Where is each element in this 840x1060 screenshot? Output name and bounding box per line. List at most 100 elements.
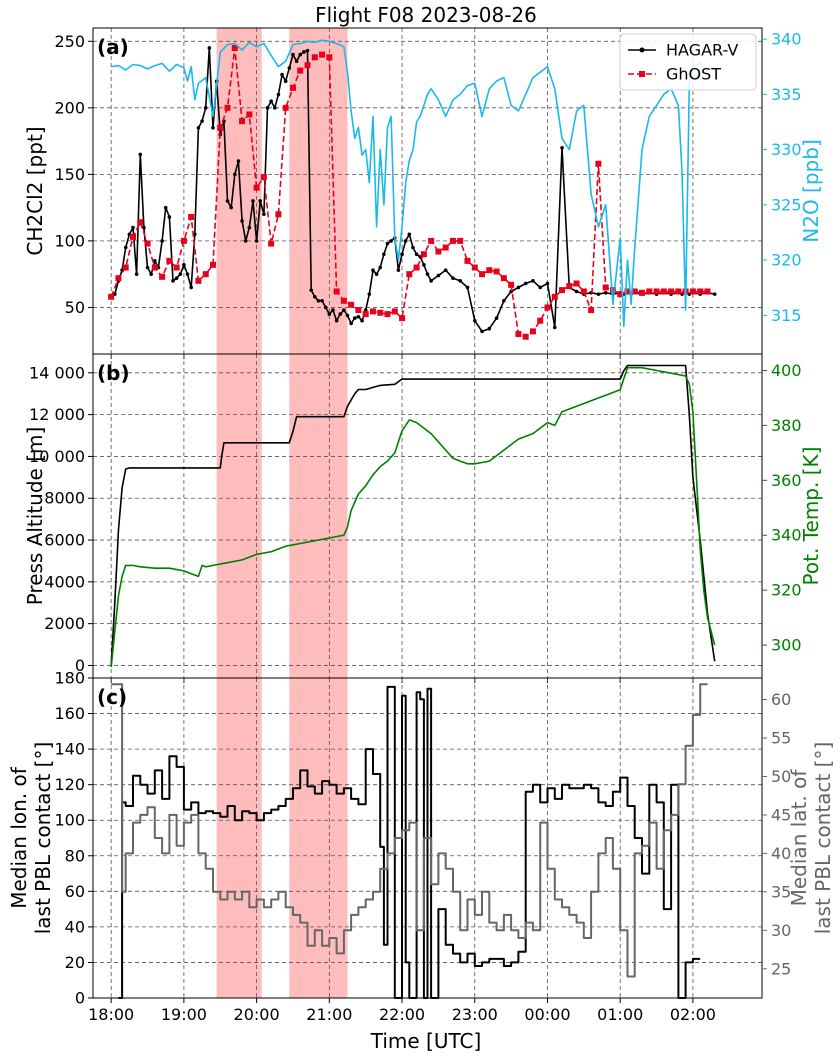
right-axis-label-line: Median lat. of [787, 769, 811, 907]
series-point [472, 318, 477, 323]
series-point [196, 125, 201, 130]
series-point [574, 289, 579, 294]
series-point [171, 279, 175, 283]
right-axis-label: N2O [ppb] [799, 139, 823, 242]
series-point [406, 271, 413, 278]
series-point [449, 237, 456, 244]
series-point [316, 298, 321, 303]
series-point [559, 287, 566, 294]
series-point [480, 329, 484, 334]
series-point [167, 215, 172, 219]
series-point [403, 239, 408, 243]
series-point [545, 281, 550, 286]
series-point [414, 252, 419, 257]
series-point [319, 51, 326, 58]
left-axis-label: Press Altitude [m] [23, 427, 47, 606]
right-tick-label: 300 [771, 636, 802, 655]
series-point [333, 288, 340, 295]
x-tick-label: 02:00 [670, 1005, 716, 1024]
series-point [399, 315, 406, 322]
series-point [367, 292, 372, 296]
series-point [360, 318, 364, 323]
series-point [149, 272, 153, 276]
series-point [282, 104, 289, 111]
chart-title: Flight F08 2023-08-26 [315, 3, 537, 27]
series-point [123, 245, 128, 250]
right-tick-label: 60 [771, 690, 791, 709]
left-tick-label: 180 [54, 669, 85, 688]
left-tick-label: 100 [54, 811, 85, 830]
series-line [110, 364, 716, 666]
left-tick-label: 140 [54, 740, 85, 759]
legend-label: GhOST [666, 65, 721, 84]
left-tick-label: 200 [54, 98, 85, 117]
series-point [224, 104, 231, 111]
series-point [396, 268, 401, 272]
left-tick-label: 10 000 [29, 447, 85, 466]
series-point [331, 308, 335, 312]
series-point [464, 257, 471, 264]
left-axis-label: Median lon. oflast PBL contact [°] [7, 742, 55, 935]
right-axis-label: Median lat. oflast PBL contact [°] [787, 742, 835, 935]
series-point [595, 160, 602, 167]
series-point [232, 172, 237, 177]
left-axis-label-line: CH2Cl2 [ppt] [23, 126, 47, 255]
series-point [122, 264, 129, 271]
series-point [207, 46, 212, 50]
left-tick-label: 20 [65, 953, 85, 972]
x-tick-label: 21:00 [306, 1005, 352, 1024]
series-point [508, 281, 515, 288]
series-point [411, 245, 415, 250]
series-point [276, 92, 281, 97]
right-tick-label: 340 [771, 30, 802, 49]
series-point [312, 294, 317, 299]
series-point [560, 145, 564, 150]
series-point [320, 298, 324, 303]
series-point [294, 59, 299, 64]
series-point [653, 288, 660, 295]
series-point [142, 225, 146, 230]
series-point [236, 159, 241, 163]
series-point [516, 285, 521, 290]
series-point [280, 72, 284, 77]
shaded-span [289, 354, 348, 678]
series-point [494, 316, 499, 320]
series-point [159, 273, 166, 280]
series-point [363, 308, 368, 312]
series-point [209, 261, 216, 268]
series-point [287, 66, 292, 70]
series-point [268, 240, 275, 247]
panel-label: (c) [97, 685, 127, 709]
series-point [200, 119, 204, 123]
left-tick-label: 0 [75, 989, 85, 1008]
legend-marker [639, 47, 645, 53]
series-point [646, 288, 653, 295]
series-point [188, 213, 195, 220]
series-point [429, 279, 433, 283]
series-point [356, 314, 361, 319]
left-tick-label: 6000 [44, 531, 85, 550]
series-point [334, 318, 339, 323]
series-point [345, 313, 350, 318]
series-point [153, 259, 157, 263]
series-point [229, 205, 233, 210]
right-axis-label: Pot. Temp. [K] [799, 447, 823, 586]
series-point [374, 272, 379, 276]
series-point [531, 279, 535, 283]
series-point [275, 211, 282, 218]
series-point [689, 288, 696, 295]
series-point [588, 307, 595, 314]
shaded-span [216, 678, 262, 998]
left-axis-label-line: Press Altitude [m] [23, 427, 47, 606]
series-point [349, 321, 353, 326]
right-tick-label: 50 [771, 767, 791, 786]
right-tick-label: 55 [771, 729, 791, 748]
series-point [362, 311, 369, 318]
series-point [338, 312, 343, 316]
x-tick-label: 00:00 [524, 1005, 570, 1024]
series-point [425, 272, 430, 276]
x-tick-label: 19:00 [161, 1005, 207, 1024]
series-point [537, 317, 544, 324]
series-point [369, 308, 376, 315]
series-point [327, 312, 332, 316]
